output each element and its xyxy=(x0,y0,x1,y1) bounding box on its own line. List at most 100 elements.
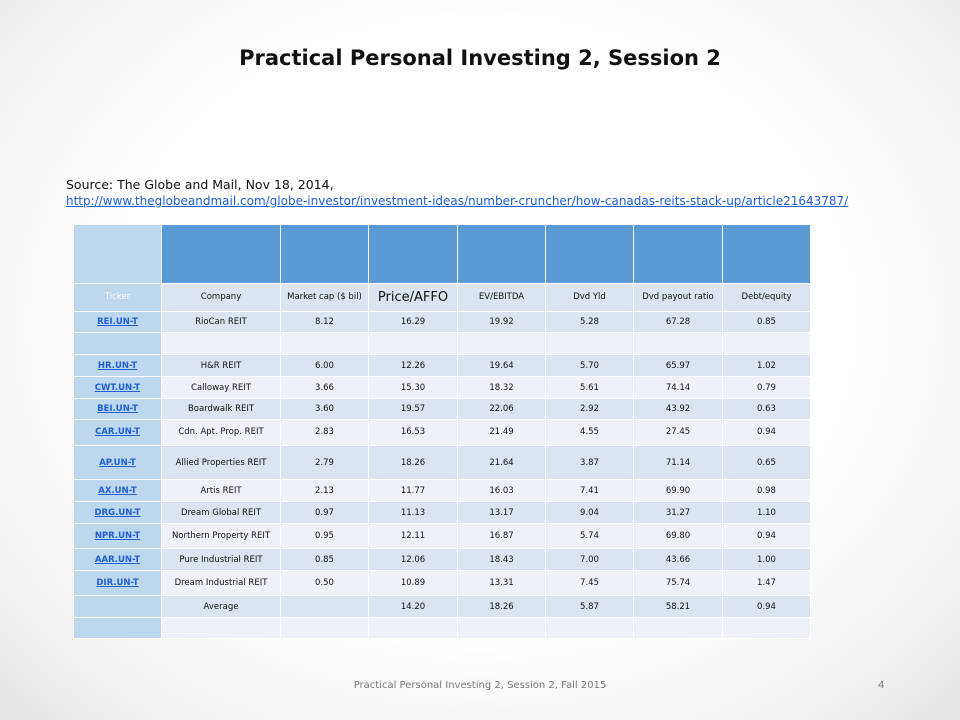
table-cell: 0.85 xyxy=(280,548,369,572)
column-header: Market cap ($ bil) xyxy=(280,283,369,312)
ticker-cell: AAR.UN-T xyxy=(73,548,162,572)
ticker-cell: BEI.UN-T xyxy=(73,398,162,420)
table-cell: Boardwalk REIT xyxy=(161,398,281,420)
table-cell: 22.06 xyxy=(457,398,546,420)
table-cell: 58.21 xyxy=(633,595,723,619)
table-cell xyxy=(161,617,281,639)
table-cell xyxy=(457,617,546,639)
table-cell: 19.92 xyxy=(457,310,546,334)
table-row: NPR.UN-T Northern Property REIT 0.95 12.11 1… xyxy=(73,523,811,550)
column-header: Dvd Yld xyxy=(545,283,634,312)
table-row: REI.UN-T RioCan REIT 8.12 16.29 19.92 5.28 67.… xyxy=(73,310,811,334)
table-cell: 0.94 xyxy=(722,595,811,619)
ticker-cell xyxy=(73,332,162,356)
table-cell xyxy=(457,332,546,356)
table-cell: 11.77 xyxy=(368,479,458,503)
ticker-cell: AP.UN-T xyxy=(73,445,162,481)
table-cell: 0.79 xyxy=(722,376,811,400)
table-cell: 21.49 xyxy=(457,418,546,447)
ticker-cell: DRG.UN-T xyxy=(73,501,162,525)
table-cell: Average xyxy=(161,595,281,619)
table-cell xyxy=(633,617,723,639)
table-cell: 1.10 xyxy=(722,501,811,525)
ticker-link[interactable]: DIR.UN-T xyxy=(96,578,139,589)
table-cell: 16.29 xyxy=(368,310,458,334)
banner-cell xyxy=(161,223,281,285)
table-cell: 31.27 xyxy=(633,501,723,525)
ticker-link[interactable]: HR.UN-T xyxy=(97,360,138,371)
table-cell: 18.43 xyxy=(457,548,546,572)
table-cell: 16.03 xyxy=(457,479,546,503)
table-cell: 2.79 xyxy=(280,445,369,481)
table-row xyxy=(73,617,811,639)
ticker-link[interactable]: CAR.UN-T xyxy=(95,427,140,438)
banner-cell xyxy=(722,223,811,285)
source-link[interactable]: http://www.theglobeandmail.com/globe-inv… xyxy=(66,194,849,208)
table-row: AAR.UN-T Pure Industrial REIT 0.85 12.06 18.… xyxy=(73,548,811,572)
ticker-cell: DIR.UN-T xyxy=(73,570,162,597)
table-cell: H&R REIT xyxy=(161,354,281,378)
table-cell: 5.87 xyxy=(545,595,634,619)
table-cell xyxy=(280,332,369,356)
table-cell: 69.90 xyxy=(633,479,723,503)
table-cell: Dream Global REIT xyxy=(161,501,281,525)
table-cell xyxy=(368,617,458,639)
banner-cell xyxy=(280,223,369,285)
table-row: AX.UN-T Artis REIT 2.13 11.77 16.03 7.41 69.90… xyxy=(73,479,811,503)
ticker-cell: REI.UN-T xyxy=(73,310,162,334)
table-cell: 10.89 xyxy=(368,570,458,597)
ticker-cell xyxy=(73,595,162,619)
table-cell: 0.63 xyxy=(722,398,811,420)
table-cell: 19.57 xyxy=(368,398,458,420)
ticker-link[interactable]: DRG.UN-T xyxy=(94,507,141,518)
table-cell: Dream Industrial REIT xyxy=(161,570,281,597)
table-cell: Calloway REIT xyxy=(161,376,281,400)
ticker-link[interactable]: AAR.UN-T xyxy=(94,554,141,565)
ticker-cell xyxy=(73,617,162,639)
ticker-link[interactable]: AP.UN-T xyxy=(99,457,136,468)
table-row: DIR.UN-T Dream Industrial REIT 0.50 10.89 13… xyxy=(73,570,811,597)
table-row: AP.UN-T Allied Properties REIT 2.79 18.26 21… xyxy=(73,445,811,481)
banner-cell xyxy=(457,223,546,285)
table-cell: 3.60 xyxy=(280,398,369,420)
table-banner-row xyxy=(73,223,811,285)
table-cell: 1.00 xyxy=(722,548,811,572)
table-cell: 12.26 xyxy=(368,354,458,378)
table-cell: 0.94 xyxy=(722,523,811,550)
ticker-link[interactable]: AX.UN-T xyxy=(98,485,137,496)
table-row: Average 14.20 18.26 5.87 58.21 0.94 xyxy=(73,595,811,619)
ticker-link[interactable]: BEI.UN-T xyxy=(97,404,138,415)
table-cell: Northern Property REIT xyxy=(161,523,281,550)
table-cell xyxy=(545,617,634,639)
table-cell xyxy=(545,332,634,356)
column-header: EV/EBITDA xyxy=(457,283,546,312)
table-cell xyxy=(722,332,811,356)
ticker-cell: CWT.UN-T xyxy=(73,376,162,400)
banner-cell xyxy=(368,223,458,285)
slide-footer: Practical Personal Investing 2, Session … xyxy=(353,680,607,691)
table-cell: Cdn. Apt. Prop. REIT xyxy=(161,418,281,447)
reit-comparison-table: Ticker Company Market cap ($ bil) Price/AFF… xyxy=(73,223,811,639)
source-label: Source: The Globe and Mail, Nov 18, 2014… xyxy=(66,177,334,192)
table-cell: 74.14 xyxy=(633,376,723,400)
table-cell: 3.87 xyxy=(545,445,634,481)
table-cell: 69.80 xyxy=(633,523,723,550)
table-cell: 5.28 xyxy=(545,310,634,334)
table-cell: 2.92 xyxy=(545,398,634,420)
ticker-cell: CAR.UN-T xyxy=(73,418,162,447)
table-cell: 0.65 xyxy=(722,445,811,481)
table-cell: 2.13 xyxy=(280,479,369,503)
table-cell: 0.97 xyxy=(280,501,369,525)
table-cell: 13.31 xyxy=(457,570,546,597)
table-cell: 2.83 xyxy=(280,418,369,447)
table-cell: 65.97 xyxy=(633,354,723,378)
table-cell: 1.02 xyxy=(722,354,811,378)
ticker-cell: HR.UN-T xyxy=(73,354,162,378)
ticker-link[interactable]: CWT.UN-T xyxy=(94,382,141,393)
ticker-link[interactable]: REI.UN-T xyxy=(97,316,138,327)
table-cell: 27.45 xyxy=(633,418,723,447)
ticker-link[interactable]: NPR.UN-T xyxy=(94,531,141,542)
table-cell: 6.00 xyxy=(280,354,369,378)
table-row: CWT.UN-T Calloway REIT 3.66 15.30 18.32 5.61 7… xyxy=(73,376,811,400)
table-cell: 43.66 xyxy=(633,548,723,572)
